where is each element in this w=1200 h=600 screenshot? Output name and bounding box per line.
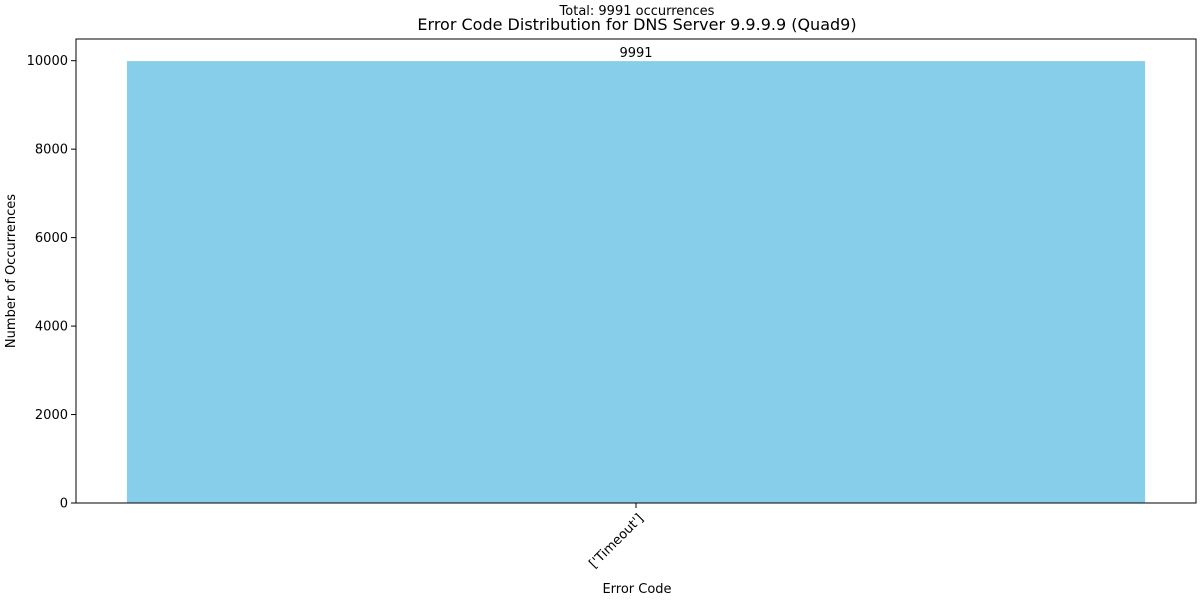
- bars-group: [126, 61, 1146, 503]
- bar-value-label: 9991: [619, 46, 652, 61]
- y-tick-label: 10000: [27, 54, 68, 69]
- y-tick-label: 0: [60, 497, 68, 512]
- y-tick-label: 4000: [35, 320, 68, 335]
- y-tick-label: 8000: [35, 143, 68, 158]
- x-axis-ticks: ['Timeout']: [586, 503, 647, 572]
- chart-subtitle: Total: 9991 occurrences: [559, 4, 715, 19]
- y-tick-label: 6000: [35, 231, 68, 246]
- data-labels-group: 9991: [619, 46, 652, 61]
- x-axis-label: Error Code: [602, 582, 671, 597]
- y-axis-label: Number of Occurrences: [4, 194, 19, 348]
- x-tick-label: ['Timeout']: [586, 511, 646, 571]
- bar: [126, 61, 1146, 503]
- chart-title: Error Code Distribution for DNS Server 9…: [417, 15, 856, 34]
- y-axis-ticks: 0 2000 4000 6000 8000 10000: [27, 54, 76, 512]
- y-tick-label: 2000: [35, 408, 68, 423]
